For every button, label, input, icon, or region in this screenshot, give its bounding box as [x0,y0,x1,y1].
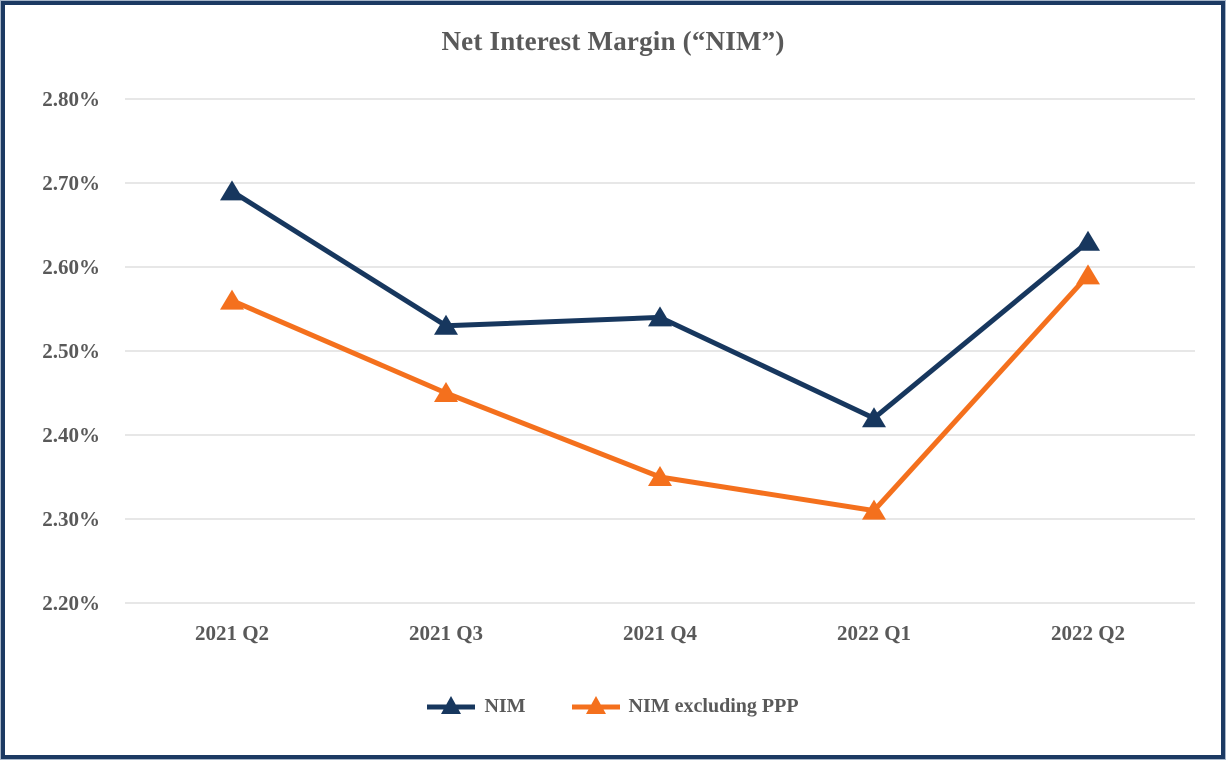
y-axis-tick-label: 2.40% [42,423,100,447]
legend-label: NIM excluding PPP [628,694,799,717]
y-axis-tick-label: 2.80% [42,87,100,111]
legend-item-nim-excluding-ppp: NIM excluding PPP [571,693,799,719]
x-axis-category-label: 2021 Q2 [194,621,270,645]
y-axis-tick-label: 2.50% [42,339,100,363]
legend-marker-icon [427,696,476,714]
x-axis-category-label: 2022 Q1 [836,621,912,645]
data-point-marker-nim-excluding-ppp [862,499,886,520]
data-point-marker-nim [648,306,672,327]
chart-legend: NIM NIM excluding PPP [0,693,1226,719]
data-point-marker-nim-excluding-ppp [220,289,244,310]
data-point-marker-nim [862,407,886,428]
y-axis-tick-label: 2.30% [42,507,100,531]
data-point-marker-nim [434,314,458,335]
chart-title: Net Interest Margin (“NIM”) [441,26,785,56]
data-point-marker-nim-excluding-ppp [1076,264,1100,285]
data-point-marker-nim [1076,230,1100,251]
data-point-marker-nim [220,180,244,201]
y-axis-tick-label: 2.70% [42,171,100,195]
series-line-nim [230,189,1090,421]
y-axis-tick-label: 2.20% [42,591,100,615]
x-axis-category-label: 2021 Q4 [622,621,698,645]
legend-marker-icon [571,696,620,714]
y-axis-tick-label: 2.60% [42,255,100,279]
legend-item-nim: NIM [427,693,526,719]
x-axis-category-label: 2022 Q2 [1050,621,1126,645]
x-axis-category-label: 2021 Q3 [408,621,484,645]
data-point-marker-nim-excluding-ppp [648,466,672,486]
legend-label: NIM [484,694,526,717]
data-point-marker-nim-excluding-ppp [434,382,458,402]
